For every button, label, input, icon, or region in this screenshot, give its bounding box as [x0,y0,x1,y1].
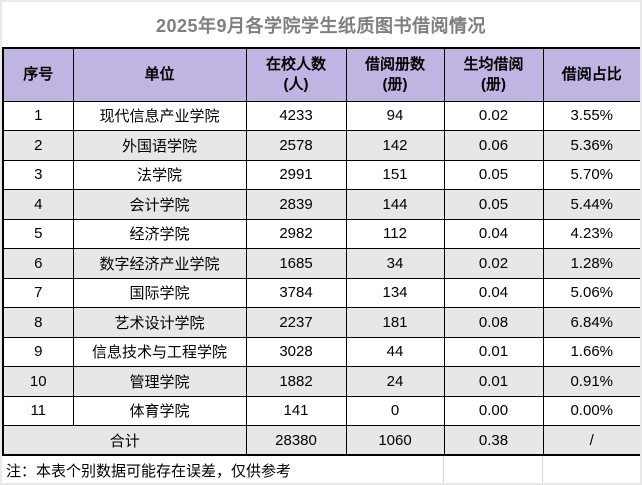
cell-per-capita: 0.02 [443,100,544,131]
cell-per-capita: 0.06 [443,130,544,161]
cell-per-capita: 0.04 [443,277,544,308]
total-per-capita: 0.38 [443,425,544,456]
cell-unit: 会计学院 [72,189,247,220]
cell-per-capita: 0.00 [443,395,544,426]
cell-borrowed: 134 [345,277,445,308]
header-cell-no: 序号 [2,47,74,102]
cell-students: 4233 [245,100,347,131]
table-row: 2 外国语学院 2578 142 0.06 5.36% [2,130,640,161]
footnote: 注：本表个别数据可能存在误差，仅供参考 [2,456,443,483]
cell-per-capita: 0.05 [443,159,544,190]
cell-unit: 国际学院 [72,277,247,308]
cell-borrowed: 0 [345,395,445,426]
cell-ratio: 0.00% [542,395,640,426]
cell-borrowed: 34 [345,248,445,279]
cell-per-capita: 0.08 [443,307,544,338]
header-row: 序号 单位 在校人数 (人) 借阅册数 (册) 生均借阅 (册) 借阅占比 [2,47,640,102]
cell-ratio: 1.66% [542,336,640,367]
cell-no: 10 [2,366,74,397]
cell-students: 141 [245,395,347,426]
header-cell-students: 在校人数 (人) [245,47,347,102]
table-row: 5 经济学院 2982 112 0.04 4.23% [2,218,640,249]
footnote-empty-cell [442,456,542,483]
cell-no: 1 [2,100,74,131]
cell-unit: 体育学院 [72,395,247,426]
header-cell-per-capita: 生均借阅 (册) [443,47,544,102]
cell-ratio: 5.44% [542,189,640,220]
cell-borrowed: 94 [345,100,445,131]
cell-unit: 信息技术与工程学院 [72,336,247,367]
cell-unit: 数字经济产业学院 [72,248,247,279]
cell-per-capita: 0.05 [443,189,544,220]
total-label: 合计 [2,425,247,456]
cell-ratio: 5.70% [542,159,640,190]
cell-ratio: 4.23% [542,218,640,249]
cell-borrowed: 142 [345,130,445,161]
table-row: 6 数字经济产业学院 1685 34 0.02 1.28% [2,248,640,279]
cell-unit: 现代信息产业学院 [72,100,247,131]
cell-ratio: 3.55% [542,100,640,131]
cell-borrowed: 151 [345,159,445,190]
footnote-row: 注：本表个别数据可能存在误差，仅供参考 [2,456,640,483]
cell-ratio: 6.84% [542,307,640,338]
cell-unit: 管理学院 [72,366,247,397]
cell-per-capita: 0.01 [443,366,544,397]
cell-per-capita: 0.02 [443,248,544,279]
header-cell-ratio: 借阅占比 [542,47,640,102]
cell-students: 1685 [245,248,347,279]
cell-no: 11 [2,395,74,426]
cell-students: 2237 [245,307,347,338]
cell-no: 9 [2,336,74,367]
cell-students: 2578 [245,130,347,161]
cell-ratio: 1.28% [542,248,640,279]
cell-unit: 艺术设计学院 [72,307,247,338]
table-row: 1 现代信息产业学院 4233 94 0.02 3.55% [2,100,640,131]
total-students: 28380 [245,425,347,456]
header-cell-borrowed: 借阅册数 (册) [345,47,445,102]
footnote-empty-cell [541,456,640,483]
cell-unit: 外国语学院 [72,130,247,161]
cell-ratio: 0.91% [542,366,640,397]
total-ratio: / [542,425,640,456]
cell-students: 3028 [245,336,347,367]
table-row: 3 法学院 2991 151 0.05 5.70% [2,159,640,190]
cell-no: 6 [2,248,74,279]
cell-borrowed: 44 [345,336,445,367]
cell-no: 5 [2,218,74,249]
borrowing-table: 序号 单位 在校人数 (人) 借阅册数 (册) 生均借阅 (册) 借阅占比 1 … [2,47,640,456]
table-row: 11 体育学院 141 0 0.00 0.00% [2,395,640,426]
cell-unit: 法学院 [72,159,247,190]
cell-borrowed: 24 [345,366,445,397]
table-row: 9 信息技术与工程学院 3028 44 0.01 1.66% [2,336,640,367]
cell-no: 4 [2,189,74,220]
cell-borrowed: 112 [345,218,445,249]
total-borrowed: 1060 [345,425,445,456]
cell-students: 2839 [245,189,347,220]
cell-per-capita: 0.01 [443,336,544,367]
header-cell-unit: 单位 [72,47,247,102]
cell-no: 8 [2,307,74,338]
cell-borrowed: 144 [345,189,445,220]
total-row: 合计 28380 1060 0.38 / [2,425,640,456]
cell-ratio: 5.36% [542,130,640,161]
table-row: 8 艺术设计学院 2237 181 0.08 6.84% [2,307,640,338]
cell-no: 3 [2,159,74,190]
cell-unit: 经济学院 [72,218,247,249]
table-row: 10 管理学院 1882 24 0.01 0.91% [2,366,640,397]
cell-students: 2991 [245,159,347,190]
table-row: 7 国际学院 3784 134 0.04 5.06% [2,277,640,308]
cell-borrowed: 181 [345,307,445,338]
cell-per-capita: 0.04 [443,218,544,249]
page-title: 2025年9月各学院学生纸质图书借阅情况 [155,15,487,36]
cell-no: 7 [2,277,74,308]
cell-ratio: 5.06% [542,277,640,308]
cell-students: 2982 [245,218,347,249]
table-row: 4 会计学院 2839 144 0.05 5.44% [2,189,640,220]
cell-no: 2 [2,130,74,161]
cell-students: 1882 [245,366,347,397]
cell-students: 3784 [245,277,347,308]
